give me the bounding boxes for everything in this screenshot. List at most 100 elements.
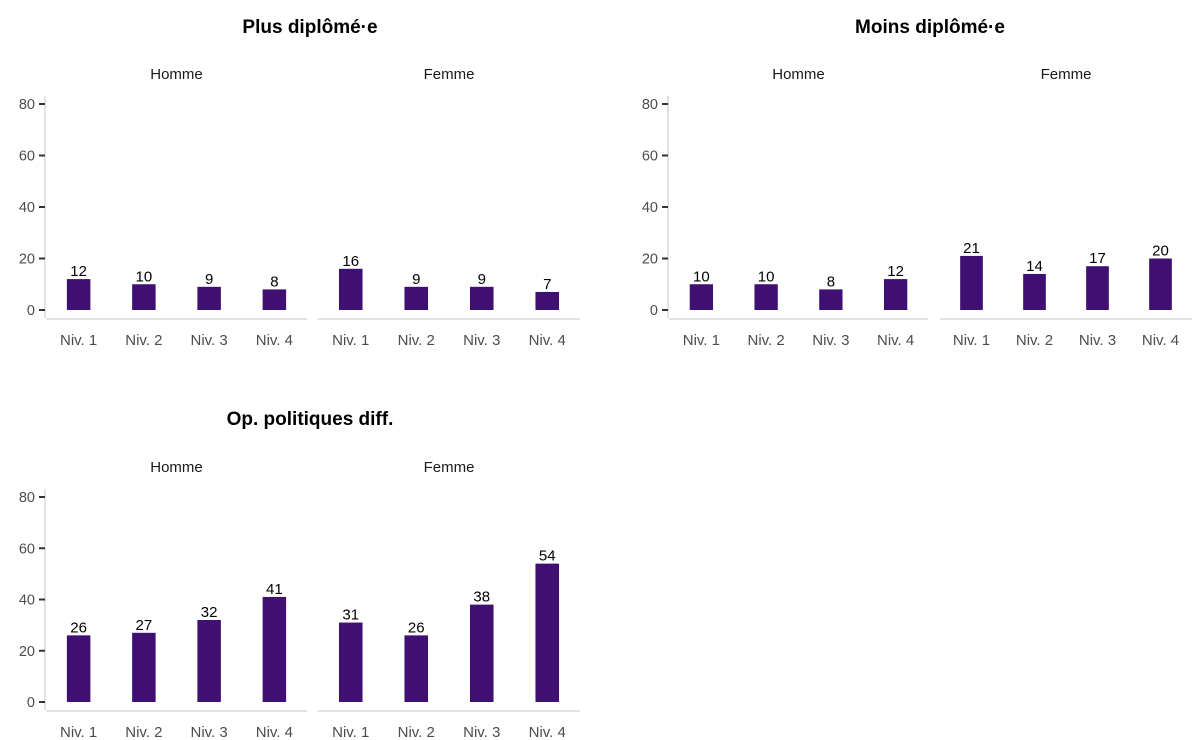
bar-value-label: 21: [963, 240, 980, 257]
bar: [404, 635, 429, 702]
facet-label: Homme: [150, 459, 203, 476]
y-tick-label: 40: [642, 200, 658, 216]
x-tick-label: Niv. 1: [332, 724, 369, 740]
y-tick-label: 80: [19, 490, 35, 506]
bar: [66, 279, 91, 310]
bar: [338, 268, 363, 310]
y-tick-label: 20: [19, 252, 35, 268]
bar-value-label: 7: [543, 276, 551, 293]
bar: [535, 563, 560, 702]
x-tick-label: Niv. 1: [60, 332, 97, 349]
bar-value-label: 9: [205, 271, 213, 288]
bar: [960, 255, 983, 310]
x-tick-label: Niv. 1: [332, 332, 369, 349]
bar: [132, 632, 156, 702]
x-tick-label: Niv. 4: [1142, 332, 1179, 349]
bar: [197, 620, 221, 702]
bar-value-label: 54: [539, 548, 556, 565]
x-tick-label: Niv. 2: [125, 332, 162, 349]
y-tick-label: 40: [19, 200, 35, 216]
bar-value-label: 20: [1152, 243, 1169, 260]
bar: [132, 284, 156, 310]
facet-label: Femme: [424, 459, 475, 476]
panel-title: Plus diplômé·e: [242, 17, 377, 38]
x-tick-label: Niv. 4: [256, 332, 293, 349]
facet-label: Femme: [1041, 66, 1092, 83]
y-tick-label: 20: [642, 252, 658, 268]
x-tick-label: Niv. 2: [398, 724, 435, 740]
bar: [262, 596, 287, 702]
bar-value-label: 38: [473, 589, 490, 606]
bar: [535, 291, 560, 310]
y-tick-label: 60: [19, 149, 35, 165]
bar: [338, 622, 363, 702]
bar: [883, 279, 908, 310]
bar: [469, 286, 494, 310]
facet-femme: Femme 21 Niv. 1 14 Niv. 2 17 Niv. 3 20 Niv. 4: [940, 66, 1192, 349]
bar: [66, 635, 91, 702]
bar-value-label: 12: [887, 263, 904, 280]
bar-value-label: 8: [270, 273, 278, 290]
facet-label: Homme: [772, 66, 825, 83]
bar-value-label: 9: [412, 271, 420, 288]
y-tick-label: 0: [27, 695, 35, 711]
y-tick-label: 20: [19, 644, 35, 660]
chart-panel-3: Op. politiques diff. 0 20 40 60 80 Homme 26 Niv.…: [19, 409, 580, 740]
bar-value-label: 17: [1089, 250, 1106, 267]
y-tick-label: 0: [650, 303, 658, 319]
x-tick-label: Niv. 2: [1016, 332, 1053, 349]
panel-title: Op. politiques diff.: [227, 409, 394, 430]
x-tick-label: Niv. 1: [60, 724, 97, 740]
bar-value-label: 10: [693, 268, 710, 285]
bar-value-label: 32: [201, 604, 218, 621]
x-tick-label: Niv. 4: [877, 332, 914, 349]
bar-value-label: 10: [136, 268, 153, 285]
x-tick-label: Niv. 2: [398, 332, 435, 349]
bar: [197, 286, 221, 310]
bar: [404, 286, 429, 310]
bar-value-label: 26: [70, 619, 87, 636]
x-tick-label: Niv. 1: [953, 332, 990, 349]
y-tick-label: 60: [19, 541, 35, 557]
x-tick-label: Niv. 3: [191, 332, 228, 349]
x-tick-label: Niv. 4: [529, 332, 566, 349]
bar-value-label: 27: [136, 617, 153, 634]
x-tick-label: Niv. 4: [256, 724, 293, 740]
x-tick-label: Niv. 3: [1079, 332, 1116, 349]
bar-value-label: 12: [70, 263, 87, 280]
x-tick-label: Niv. 3: [191, 724, 228, 740]
bar: [754, 284, 778, 310]
y-tick-label: 40: [19, 593, 35, 609]
y-tick-label: 80: [642, 97, 658, 113]
bar: [469, 604, 494, 702]
chart-panel-1: Plus diplômé·e 0 20 40 60 80 Homme 12 Niv. 1 10 Ni…: [19, 17, 580, 349]
panel-title: Moins diplômé·e: [855, 17, 1005, 38]
facet-femme: Femme 31 Niv. 1 26 Niv. 2 38 Niv. 3 54 Niv. 4: [318, 459, 580, 740]
bar-value-label: 10: [758, 268, 775, 285]
bar-value-label: 16: [342, 253, 359, 270]
facet-femme: Femme 16 Niv. 1 9 Niv. 2 9 Niv. 3 7 Niv. 4: [318, 66, 580, 349]
x-tick-label: Niv. 3: [463, 724, 500, 740]
facet-label: Femme: [424, 66, 475, 83]
bar-value-label: 8: [827, 273, 835, 290]
y-tick-label: 80: [19, 97, 35, 113]
x-tick-label: Niv. 2: [125, 724, 162, 740]
chart-panel-2: Moins diplômé·e 0 20 40 60 80 Homme 10 Niv. 1 10 N…: [642, 17, 1192, 349]
bar: [1023, 273, 1046, 310]
bar-value-label: 14: [1026, 258, 1043, 275]
bar: [262, 289, 287, 310]
x-tick-label: Niv. 3: [812, 332, 849, 349]
bar: [689, 284, 714, 310]
y-tick-label: 60: [642, 149, 658, 165]
bar: [819, 289, 843, 310]
facet-homme: Homme 12 Niv. 1 10 Niv. 2 9 Niv. 3 8 Niv. 4: [46, 66, 307, 349]
facet-homme: Homme 10 Niv. 1 10 Niv. 2 8 Niv. 3 12 Niv. 4: [669, 66, 928, 349]
facet-homme: Homme 26 Niv. 1 27 Niv. 2 32 Niv. 3 41 Niv. 4: [46, 459, 307, 740]
x-tick-label: Niv. 4: [529, 724, 566, 740]
bar-value-label: 31: [342, 607, 359, 624]
y-tick-label: 0: [27, 303, 35, 319]
bar-value-label: 9: [478, 271, 486, 288]
x-tick-label: Niv. 2: [748, 332, 785, 349]
x-tick-label: Niv. 1: [683, 332, 720, 349]
